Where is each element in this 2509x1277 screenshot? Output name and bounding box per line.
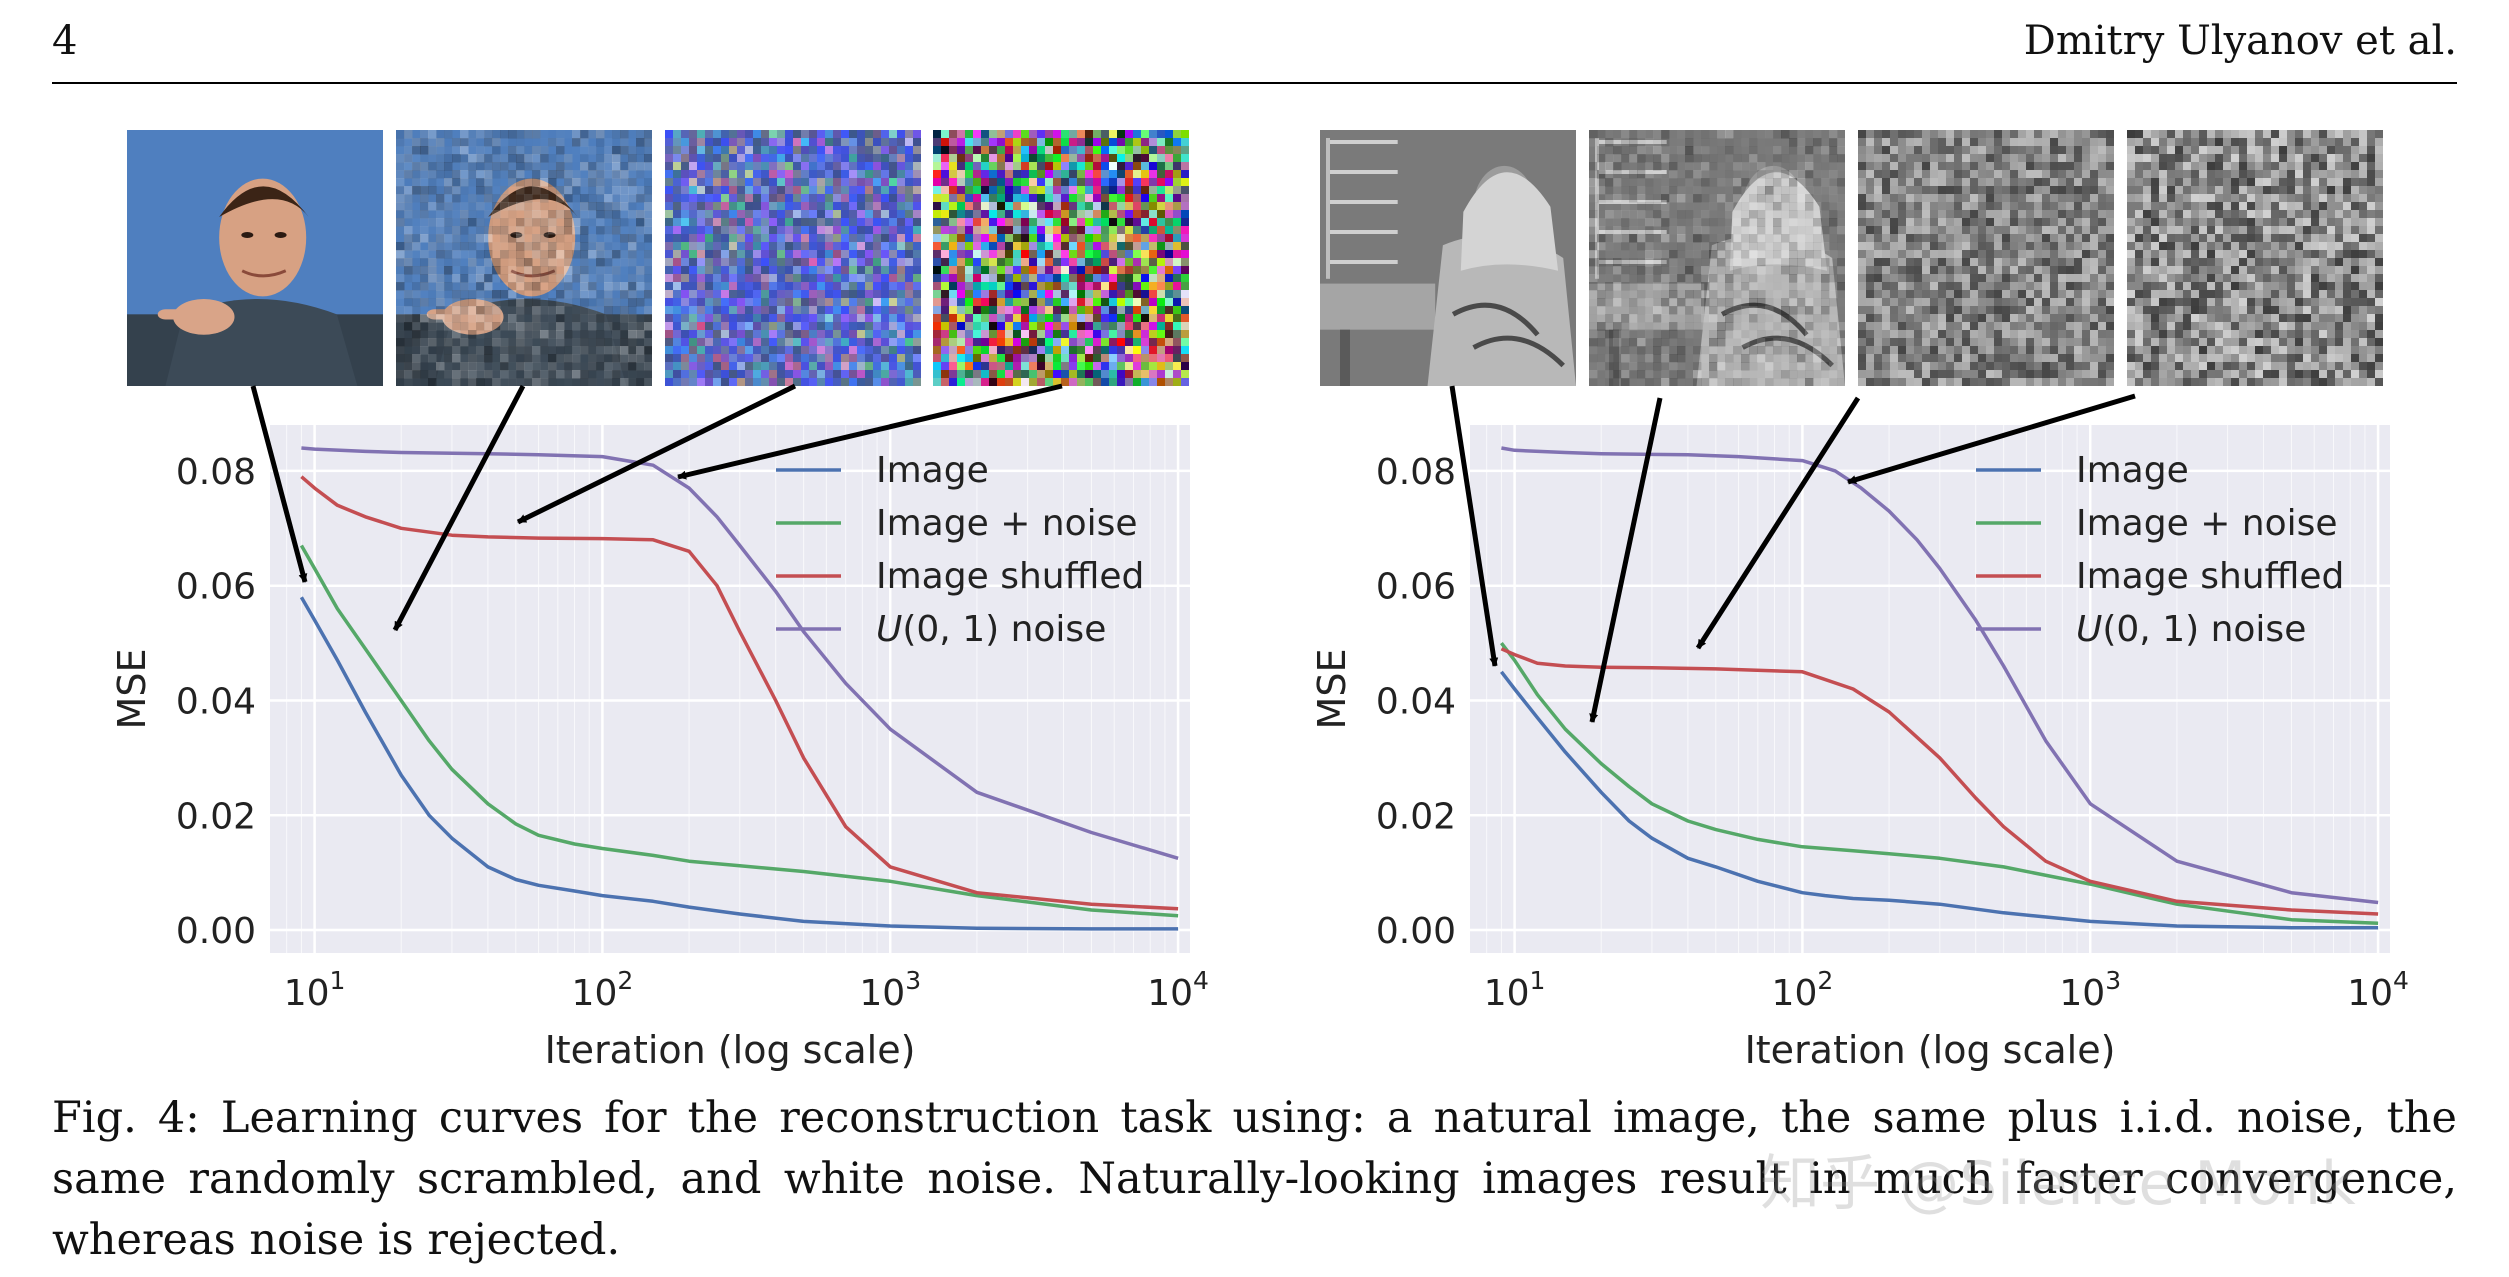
y-tick-label: 0.02: [1376, 796, 1456, 837]
x-tick-label: 102: [1772, 966, 1834, 1014]
arrow-image: [1449, 385, 1499, 667]
thumbnail-gray-noise: [2127, 130, 2383, 386]
series-image-line: [299, 596, 1179, 931]
arrow-image-noise: [1589, 397, 1663, 723]
legend-label: Image shuffled: [876, 556, 1144, 597]
legend-label: U(0, 1) noise: [876, 609, 1106, 650]
thumbnail-shuffled-color: [665, 130, 921, 386]
x-tick-label: 101: [284, 966, 346, 1014]
watermark: 知乎 @Silence Monk: [1760, 1149, 2356, 1219]
left-thumbnails: [127, 130, 1189, 386]
legend-label: U(0, 1) noise: [2076, 609, 2306, 650]
legend-label: Image shuffled: [2076, 556, 2344, 597]
x-tick-label: 101: [1484, 966, 1546, 1014]
running-head: Dmitry Ulyanov et al.: [2023, 18, 2457, 64]
y-tick-label: 0.08: [1376, 452, 1456, 493]
x-axis-label: Iteration (log scale): [1745, 1028, 2116, 1072]
right-thumbnails: [1320, 130, 2383, 386]
page-number: 4: [52, 18, 78, 64]
arrow-uniform-noise: [1847, 393, 2136, 485]
plot-area: [1470, 425, 2390, 953]
thumbnail-barbara-photo: [1320, 130, 1576, 386]
x-axis-label: Iteration (log scale): [545, 1028, 916, 1072]
series-u-0-1-noise-line: [301, 446, 1179, 860]
series-u-0-1-noise-line: [1501, 446, 2379, 905]
y-tick-label: 0.04: [176, 681, 256, 722]
y-tick-label: 0.06: [176, 567, 256, 608]
x-tick-label: 104: [2347, 966, 2409, 1014]
y-axis-label: MSE: [110, 649, 154, 730]
y-tick-label: 0.04: [1376, 681, 1456, 722]
series-image-shuffled-line: [300, 475, 1179, 911]
figure-caption: Fig. 4: Learning curves for the reconstr…: [52, 1093, 2457, 1265]
y-axis-label: MSE: [1310, 649, 1354, 730]
x-tick-label: 102: [572, 966, 634, 1014]
series-image-noise-line: [1500, 642, 2379, 925]
legend-label: Image: [876, 450, 989, 491]
y-tick-label: 0.06: [1376, 567, 1456, 608]
chart-right-learning-curves: 0.00 0.02 0.04 0.06 0.08 101 102 103 104 Iteratio…: [1310, 425, 2409, 1072]
x-tick-label: 104: [1147, 966, 1209, 1014]
chart-left-learning-curves: 0.00 0.02 0.04 0.06 0.08 101 102 103 104 Iteratio…: [110, 425, 1209, 1072]
arrow-image: [250, 385, 308, 583]
legend-label: Image + noise: [876, 503, 1138, 544]
thumbnail-portrait-photo: [127, 130, 383, 386]
legend-label: Image: [2076, 450, 2189, 491]
x-tick-label: 103: [2059, 966, 2121, 1014]
thumbnail-shuffled-gray: [1858, 130, 2114, 386]
thumbnail-portrait-noisy: [396, 130, 652, 386]
arrow-image-shuffled: [516, 383, 797, 525]
arrow-uniform-noise: [677, 383, 1063, 480]
y-tick-label: 0.08: [176, 452, 256, 493]
arrow-image-shuffled: [1695, 396, 1861, 650]
legend-label: Image + noise: [2076, 503, 2338, 544]
thumbnail-barbara-noisy: [1589, 130, 1845, 386]
series-image-line: [1500, 670, 2379, 930]
header-rule: [52, 82, 2457, 84]
arrow-image-noise: [392, 384, 526, 632]
x-tick-label: 103: [859, 966, 921, 1014]
y-tick-label: 0.00: [176, 911, 256, 952]
y-tick-label: 0.00: [1376, 911, 1456, 952]
y-tick-label: 0.02: [176, 796, 256, 837]
thumbnail-color-noise: [933, 130, 1189, 386]
series-image-shuffled-line: [1500, 647, 2379, 916]
pointer-arrows: [250, 383, 2136, 723]
series-image-noise-line: [299, 544, 1179, 918]
figure-4: 0.00 0.02 0.04 0.06 0.08 101 102 103 104 Iteratio…: [110, 130, 2409, 1072]
